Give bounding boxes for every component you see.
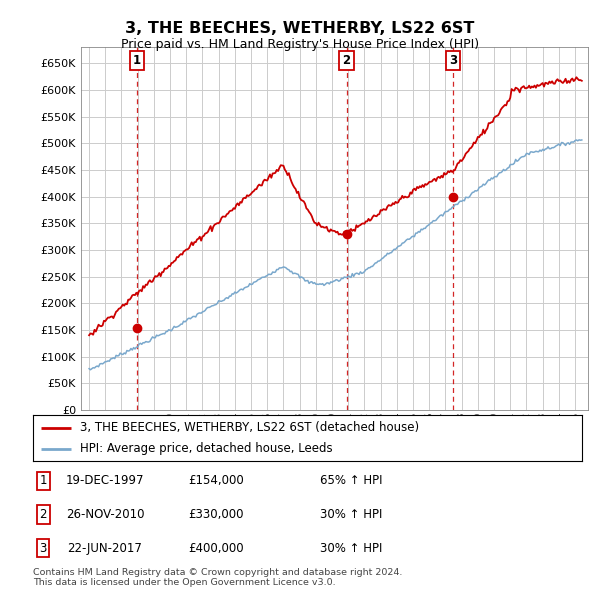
Text: 3: 3 [40, 542, 47, 555]
Text: £154,000: £154,000 [188, 474, 244, 487]
Text: 3, THE BEECHES, WETHERBY, LS22 6ST (detached house): 3, THE BEECHES, WETHERBY, LS22 6ST (deta… [80, 421, 419, 434]
Text: 26-NOV-2010: 26-NOV-2010 [66, 508, 144, 521]
Text: 22-JUN-2017: 22-JUN-2017 [68, 542, 142, 555]
Text: 2: 2 [40, 508, 47, 521]
Text: £400,000: £400,000 [188, 542, 244, 555]
Text: HPI: Average price, detached house, Leeds: HPI: Average price, detached house, Leed… [80, 442, 332, 455]
Text: 2: 2 [343, 54, 351, 67]
Text: 1: 1 [133, 54, 141, 67]
Text: 30% ↑ HPI: 30% ↑ HPI [320, 542, 382, 555]
Text: 3, THE BEECHES, WETHERBY, LS22 6ST: 3, THE BEECHES, WETHERBY, LS22 6ST [125, 21, 475, 35]
Text: 3: 3 [449, 54, 457, 67]
Text: Price paid vs. HM Land Registry's House Price Index (HPI): Price paid vs. HM Land Registry's House … [121, 38, 479, 51]
Text: £330,000: £330,000 [188, 508, 244, 521]
Text: 1: 1 [40, 474, 47, 487]
Text: 65% ↑ HPI: 65% ↑ HPI [320, 474, 382, 487]
Text: 30% ↑ HPI: 30% ↑ HPI [320, 508, 382, 521]
Text: 19-DEC-1997: 19-DEC-1997 [66, 474, 144, 487]
Text: Contains HM Land Registry data © Crown copyright and database right 2024.
This d: Contains HM Land Registry data © Crown c… [33, 568, 403, 587]
